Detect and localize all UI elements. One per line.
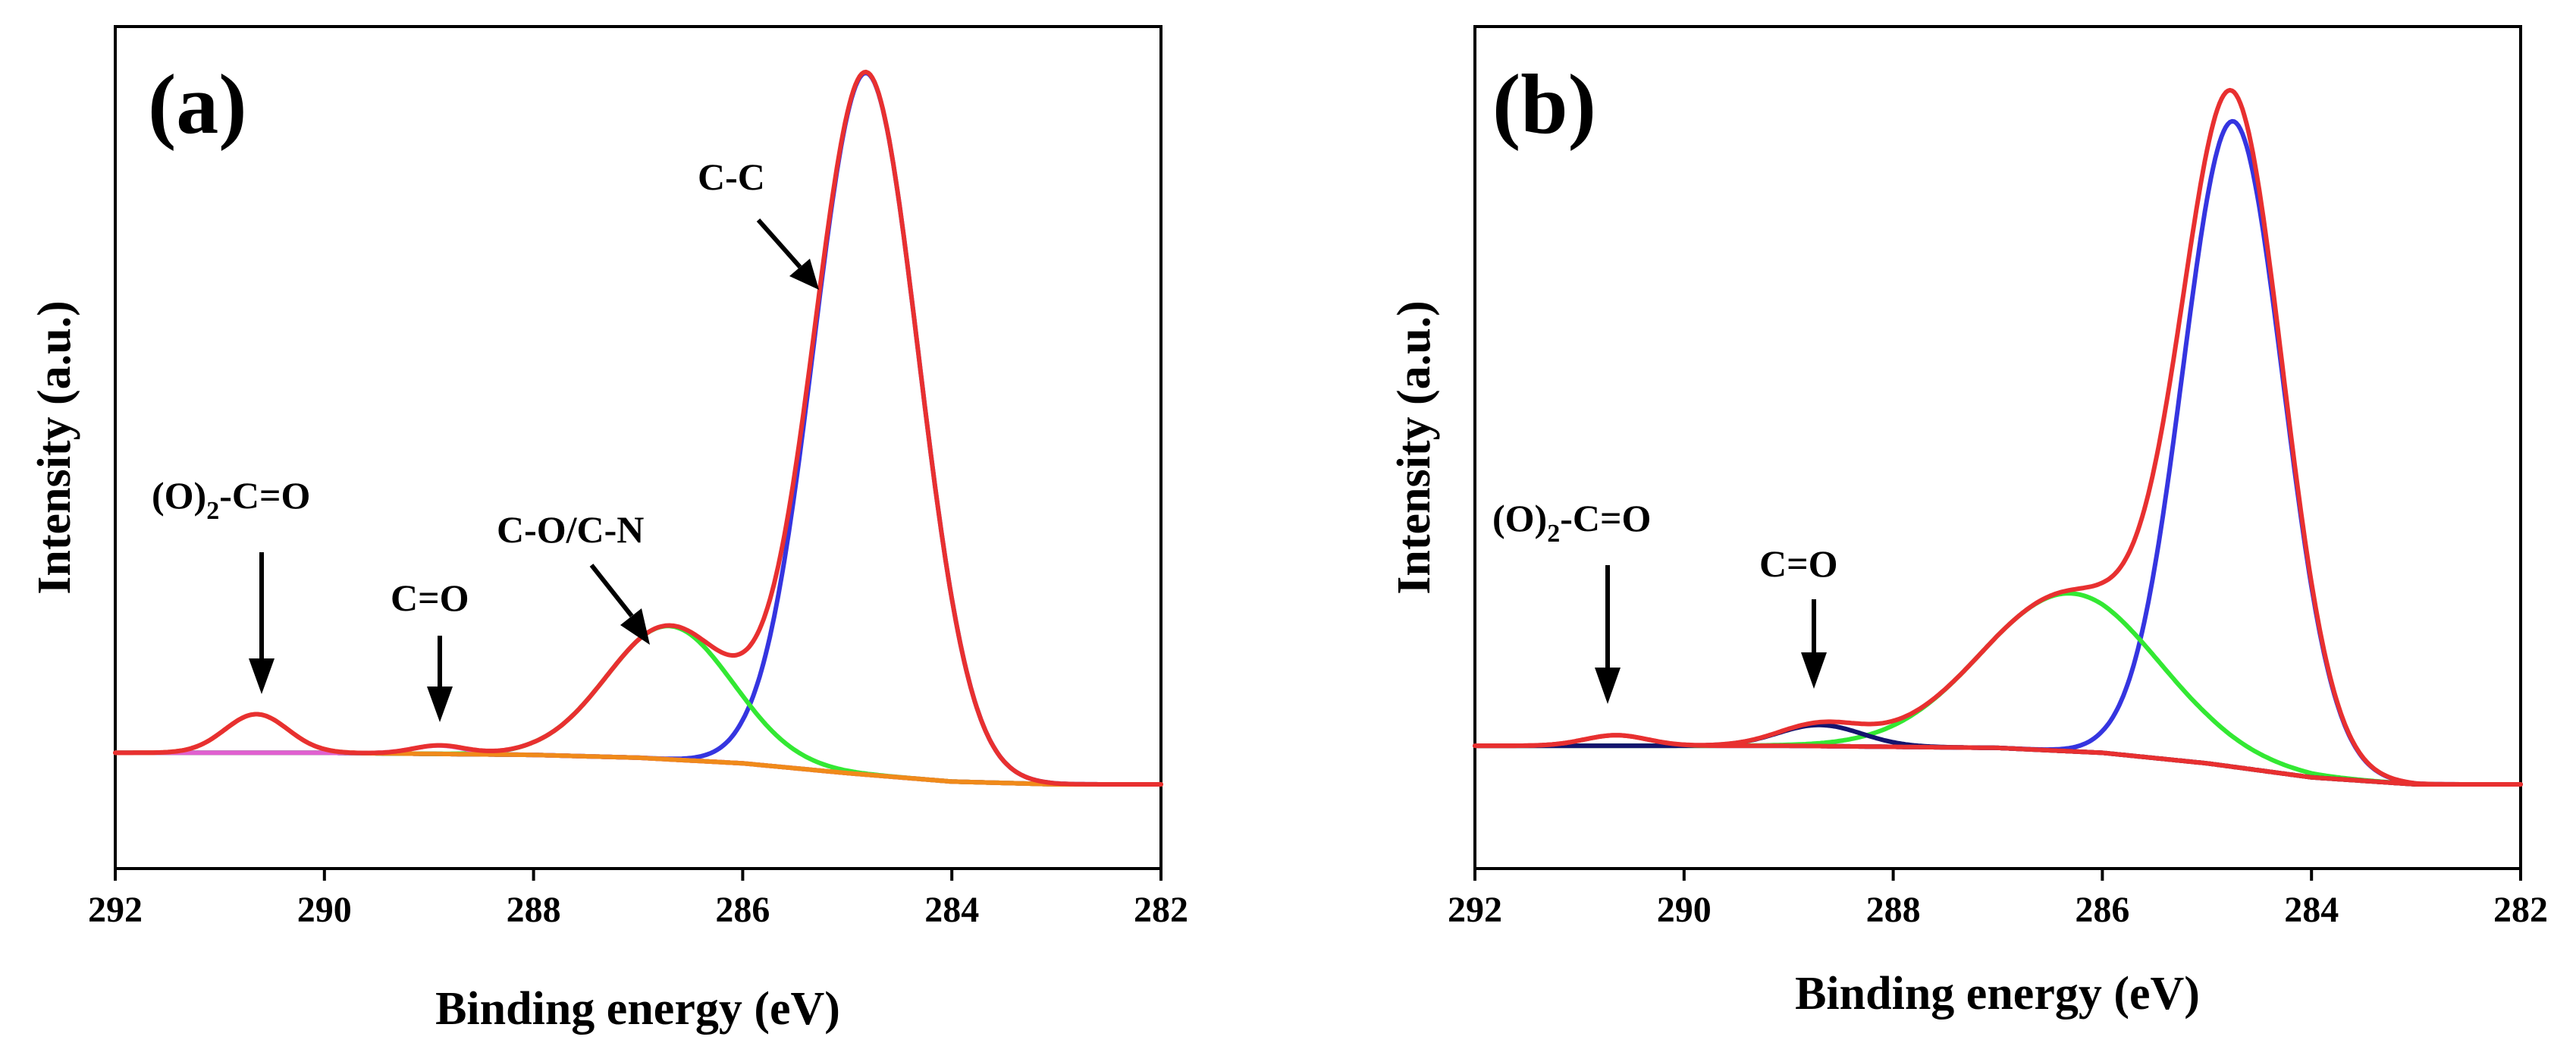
panel-b: (b) Intensity (a.u.) Binding energy (eV)…: [1388, 25, 2548, 1020]
y-axis-title: Intensity (a.u.): [29, 300, 80, 595]
y-axis-title: Intensity (a.u.): [1388, 300, 1440, 595]
series-c-c: [113, 71, 1163, 787]
x-tick-label: 286: [715, 890, 770, 930]
annot-c-o-c-n: C-O/C-N: [497, 508, 644, 551]
x-tick-label: 290: [1657, 890, 1712, 930]
series-c-c: [1473, 118, 2523, 787]
x-tick-label: 292: [1448, 890, 1502, 930]
arrow-head-c-o-c-n: [620, 608, 650, 645]
panel-a: (a) Intensity (a.u.) Binding energy (eV)…: [29, 25, 1188, 1035]
series-envelope: [113, 69, 1163, 787]
annot-o2-c-o: (O)2-C=O: [152, 474, 310, 525]
x-ticks: 292 290 288 286 284 282: [1448, 869, 2548, 930]
series-o-2-c-o: [113, 712, 1163, 787]
panel-label: (a): [148, 58, 247, 152]
x-axis-title: Binding energy (eV): [435, 983, 840, 1035]
annot-c-o: C=O: [391, 577, 469, 619]
arrow-c-c: [756, 218, 802, 269]
series-envelope: [1473, 87, 2523, 787]
annot-c-c: C-C: [698, 156, 765, 198]
panel-label: (b): [1492, 58, 1596, 152]
series-c-o: [113, 743, 1163, 787]
arrow-head-o2-c-o: [1595, 668, 1621, 704]
x-tick-label: 290: [297, 890, 352, 930]
x-axis-title: Binding energy (eV): [1795, 968, 2200, 1020]
x-tick-label: 284: [2284, 890, 2339, 930]
x-tick-label: 292: [88, 890, 143, 930]
x-tick-label: 286: [2075, 890, 2129, 930]
annot-o2-c-o: (O)2-C=O: [1492, 497, 1651, 548]
arrow-head-o2-c-o: [249, 658, 275, 694]
x-ticks: 292 290 288 286 284 282: [88, 869, 1188, 930]
x-tick-label: 288: [507, 890, 561, 930]
arrow-head-c-o: [427, 687, 453, 722]
plot-frame: [1473, 25, 2522, 870]
annotations: (O)2-C=O C=O C-O/C-N C-C: [152, 156, 819, 722]
x-tick-label: 288: [1866, 890, 1921, 930]
x-tick-label: 282: [2493, 890, 2548, 930]
x-tick-label: 284: [924, 890, 979, 930]
series-c-o: [1473, 722, 2523, 787]
arrow-head-c-o: [1801, 652, 1827, 689]
x-tick-label: 282: [1134, 890, 1188, 930]
arrow-head-c-c: [789, 259, 819, 290]
annotations: (O)2-C=O C=O: [1492, 497, 1838, 704]
curves: [113, 69, 1163, 787]
curves: [1473, 87, 2523, 787]
annot-c-o: C=O: [1759, 542, 1838, 585]
arrow-c-o-c-n: [589, 564, 634, 617]
plot-frame: [114, 25, 1162, 870]
